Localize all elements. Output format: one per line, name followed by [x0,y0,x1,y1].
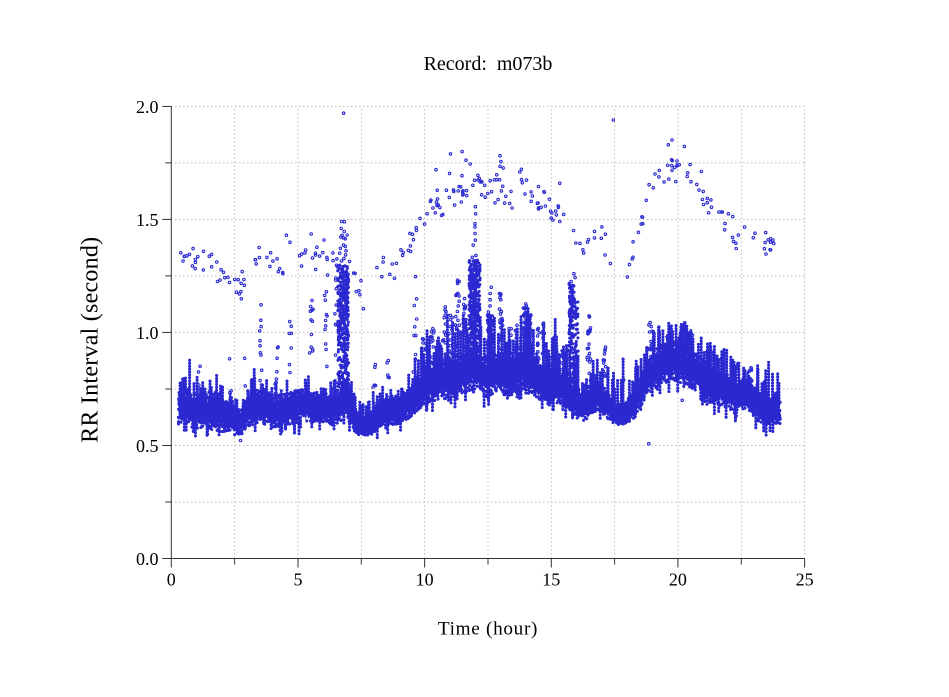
svg-text:1.5: 1.5 [136,210,159,230]
svg-text:2.0: 2.0 [136,97,159,117]
svg-text:15: 15 [542,570,560,590]
svg-text:5: 5 [294,570,303,590]
svg-text:1.0: 1.0 [136,323,159,343]
svg-text:0.5: 0.5 [136,436,159,456]
svg-text:10: 10 [416,570,434,590]
svg-text:20: 20 [669,570,687,590]
svg-text:0.0: 0.0 [136,549,159,569]
svg-text:RR Interval (second): RR Interval (second) [78,237,104,443]
svg-text:Record: m073b: Record: m073b [424,53,553,75]
svg-text:0: 0 [167,570,176,590]
svg-text:25: 25 [796,570,814,590]
svg-text:Time (hour): Time (hour) [438,619,538,640]
